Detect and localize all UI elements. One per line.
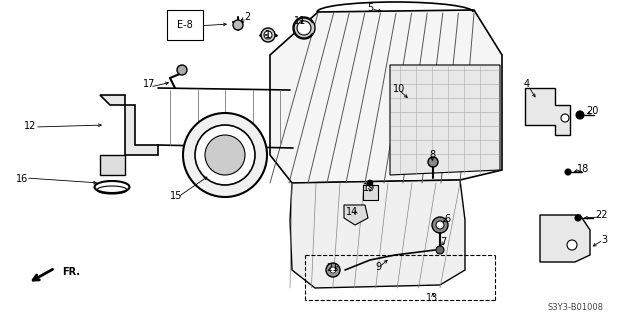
Circle shape [293, 17, 315, 39]
Circle shape [432, 217, 448, 233]
Text: 11: 11 [294, 16, 306, 26]
Text: 4: 4 [524, 79, 530, 89]
Circle shape [367, 180, 373, 186]
Circle shape [297, 21, 311, 35]
Text: 14: 14 [346, 207, 358, 217]
Text: 19: 19 [363, 183, 375, 193]
Polygon shape [270, 10, 502, 183]
Polygon shape [390, 65, 500, 175]
Text: 1: 1 [265, 30, 271, 40]
Text: 20: 20 [586, 106, 598, 116]
Circle shape [428, 157, 438, 167]
Circle shape [205, 135, 245, 175]
Circle shape [436, 221, 444, 229]
Polygon shape [100, 155, 125, 175]
Text: FR.: FR. [62, 267, 80, 277]
Polygon shape [363, 185, 378, 200]
Text: 9: 9 [375, 262, 381, 272]
Circle shape [561, 114, 569, 122]
Text: 7: 7 [440, 237, 446, 247]
Text: 13: 13 [426, 293, 438, 303]
Text: 3: 3 [601, 235, 607, 245]
Circle shape [330, 267, 336, 273]
Circle shape [183, 113, 267, 197]
Polygon shape [290, 180, 465, 288]
Circle shape [233, 20, 243, 30]
Text: 8: 8 [429, 150, 435, 160]
Text: 17: 17 [143, 79, 155, 89]
Text: 2: 2 [244, 12, 250, 22]
Text: 12: 12 [24, 121, 36, 131]
Circle shape [195, 125, 255, 185]
Polygon shape [525, 88, 570, 135]
Circle shape [575, 215, 581, 221]
Text: 5: 5 [367, 3, 373, 13]
Text: 6: 6 [444, 214, 450, 224]
Text: S3Y3-B01008: S3Y3-B01008 [547, 303, 603, 313]
Text: E-8: E-8 [177, 20, 193, 30]
Polygon shape [344, 205, 368, 225]
Text: 16: 16 [16, 174, 28, 184]
Text: 21: 21 [326, 263, 338, 273]
Circle shape [565, 169, 571, 175]
Polygon shape [100, 95, 158, 155]
Circle shape [326, 263, 340, 277]
Circle shape [261, 28, 275, 42]
Circle shape [567, 240, 577, 250]
Text: 10: 10 [393, 84, 405, 94]
Circle shape [264, 31, 272, 39]
Circle shape [177, 65, 187, 75]
Circle shape [576, 111, 584, 119]
Text: 22: 22 [596, 210, 608, 220]
Circle shape [436, 246, 444, 254]
Text: 18: 18 [577, 164, 589, 174]
Polygon shape [540, 215, 590, 262]
Text: 15: 15 [170, 191, 182, 201]
